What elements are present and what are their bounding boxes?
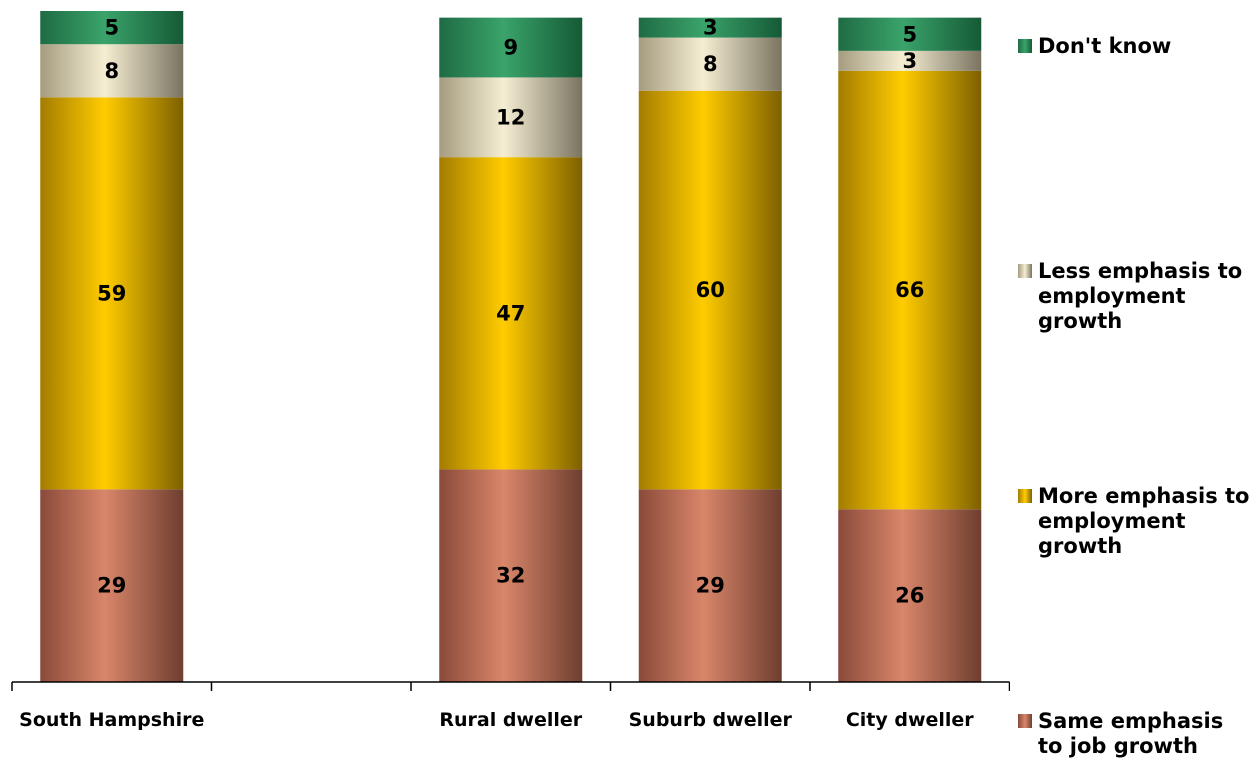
x-tick-label: City dweller	[846, 709, 974, 731]
x-tick-label: Suburb dweller	[629, 709, 793, 731]
legend-swatch-same-emphasis	[1018, 714, 1032, 728]
legend-label: Less emphasis to employment growth	[1038, 259, 1243, 333]
bar-segment-more-emphasis	[838, 70, 982, 510]
data-label: 47	[496, 301, 525, 325]
data-label: 66	[895, 278, 924, 302]
data-label: 32	[496, 564, 525, 588]
legend-swatch-more-emphasis	[1018, 489, 1032, 503]
bar-segment-dont-know	[439, 17, 583, 78]
x-tick-label: Rural dweller	[439, 709, 582, 731]
bar-segment-same-emphasis	[439, 469, 583, 682]
data-label: 3	[703, 16, 718, 40]
data-label: 3	[902, 49, 917, 73]
legend-label: More emphasis to employment growth	[1038, 484, 1250, 558]
bar-segment-less-emphasis	[439, 77, 583, 158]
bar-segment-more-emphasis	[638, 90, 782, 490]
bar-segment-dont-know	[40, 11, 184, 45]
legend-item-dont-know: Don't know	[1018, 34, 1253, 59]
data-label: 59	[97, 281, 126, 305]
x-tick-label: South Hampshire	[19, 709, 204, 731]
bar-segment-more-emphasis	[439, 157, 583, 470]
bar-segment-less-emphasis	[838, 50, 982, 71]
bar-segment-dont-know	[838, 17, 982, 51]
data-label: 5	[104, 16, 119, 40]
bar-segment-same-emphasis	[838, 509, 982, 682]
legend-item-less-emphasis: Less emphasis to employment growth	[1018, 259, 1253, 334]
bar-segment-more-emphasis	[40, 97, 184, 490]
data-label: 9	[503, 36, 518, 60]
x-axis: South Hampshire Rural dweller Suburb dwell…	[11, 681, 1010, 731]
legend: Don't know Less emphasis to employment g…	[1018, 0, 1257, 778]
data-label: 5	[902, 22, 917, 46]
bars-layer: 29 59 8 5 32 47 12 9 29 60 8 3 26 66 3 5	[40, 11, 982, 682]
legend-swatch-dont-know	[1018, 39, 1032, 53]
data-label: 29	[696, 574, 725, 598]
legend-item-more-emphasis: More emphasis to employment growth	[1018, 484, 1253, 559]
data-label: 60	[696, 278, 725, 302]
stacked-bar-chart: 29 59 8 5 32 47 12 9 29 60 8 3 26 66 3 5 South Hampshir…	[11, 11, 1010, 731]
data-label: 8	[703, 52, 718, 76]
bar-segment-less-emphasis	[638, 37, 782, 91]
data-label: 8	[104, 59, 119, 83]
data-label: 26	[895, 584, 924, 608]
legend-swatch-less-emphasis	[1018, 264, 1032, 278]
bar-segment-less-emphasis	[40, 44, 184, 98]
bar-segment-same-emphasis	[40, 489, 184, 682]
data-label: 29	[97, 574, 126, 598]
data-label: 12	[496, 105, 525, 129]
bar-segment-dont-know	[638, 17, 782, 38]
legend-item-same-emphasis: Same emphasis to job growth	[1018, 709, 1253, 759]
bar-segment-same-emphasis	[638, 489, 782, 682]
legend-label: Don't know	[1038, 34, 1172, 58]
legend-label: Same emphasis to job growth	[1038, 709, 1224, 758]
